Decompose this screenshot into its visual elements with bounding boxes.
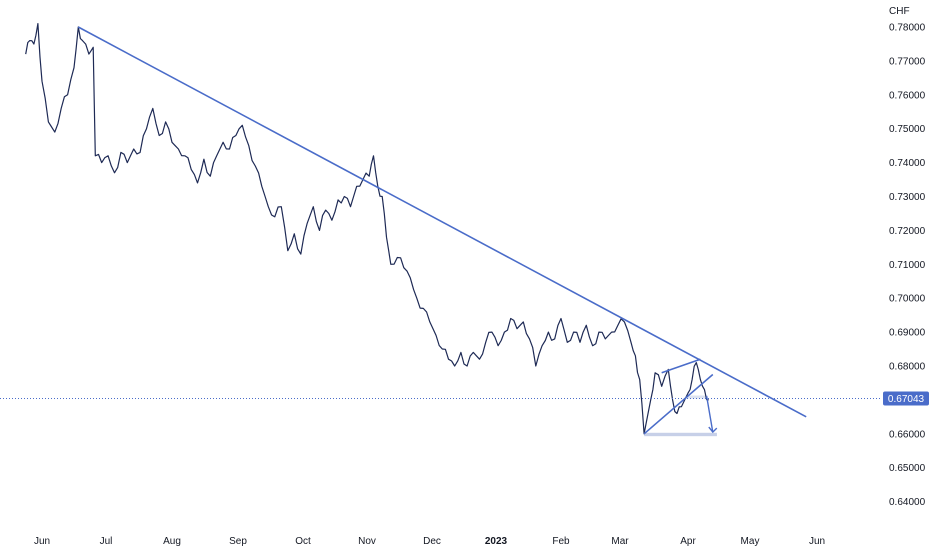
y-tick-label: 0.69000	[889, 328, 926, 339]
x-tick-label: Nov	[358, 536, 376, 547]
x-tick-label: 2023	[485, 536, 508, 547]
x-tick-label: Sep	[229, 536, 247, 547]
x-tick-label: Dec	[423, 536, 441, 547]
x-tick-label: Mar	[611, 536, 629, 547]
y-tick-label: 0.74000	[889, 158, 926, 169]
y-tick-label: 0.72000	[889, 226, 926, 237]
y-tick-label: 0.76000	[889, 90, 926, 101]
y-tick-label: 0.75000	[889, 124, 926, 135]
x-tick-label: Aug	[163, 536, 181, 547]
zones-layer	[644, 395, 717, 437]
y-tick-label: 0.66000	[889, 429, 926, 440]
y-tick-label: 0.64000	[889, 497, 926, 508]
descending-trendline[interactable]	[77, 26, 807, 418]
price-line	[25, 23, 709, 435]
x-tick-label: Jul	[100, 536, 113, 547]
forecast-arrow-shaft[interactable]	[705, 395, 714, 433]
support-zone[interactable]	[644, 432, 717, 437]
price-axis-unit: CHF	[889, 6, 910, 17]
current-price-layer: 0.67043	[0, 391, 929, 406]
y-tick-label: 0.78000	[889, 23, 926, 34]
drawings-layer[interactable]	[77, 26, 807, 435]
x-tick-label: Jun	[34, 536, 50, 547]
y-tick-label: 0.65000	[889, 463, 926, 474]
x-tick-label: Apr	[680, 536, 696, 547]
x-axis[interactable]: Jun Jul Aug Sep Oct Nov Dec 2023 Feb Mar Apr May Jun	[34, 536, 825, 547]
x-tick-label: Oct	[295, 536, 311, 547]
current-price-label: 0.67043	[888, 394, 925, 405]
x-tick-label: Jun	[809, 536, 825, 547]
current-price-badge	[883, 391, 929, 406]
x-tick-label: Feb	[552, 536, 570, 547]
triangle-lower-line[interactable]	[643, 373, 714, 435]
forecast-arrow-head-icon	[708, 426, 718, 434]
y-tick-label: 0.71000	[889, 260, 926, 271]
y-tick-label: 0.73000	[889, 192, 926, 203]
x-tick-label: May	[741, 536, 760, 547]
support-zone[interactable]	[685, 395, 707, 399]
price-series-layer	[25, 23, 709, 435]
y-axis[interactable]: CHF 0.78000 0.77000 0.76000 0.75000 0.74000 0…	[889, 6, 926, 508]
y-tick-label: 0.70000	[889, 294, 926, 305]
y-tick-label: 0.68000	[889, 362, 926, 373]
y-tick-label: 0.77000	[889, 56, 926, 67]
triangle-upper-line[interactable]	[661, 358, 701, 374]
